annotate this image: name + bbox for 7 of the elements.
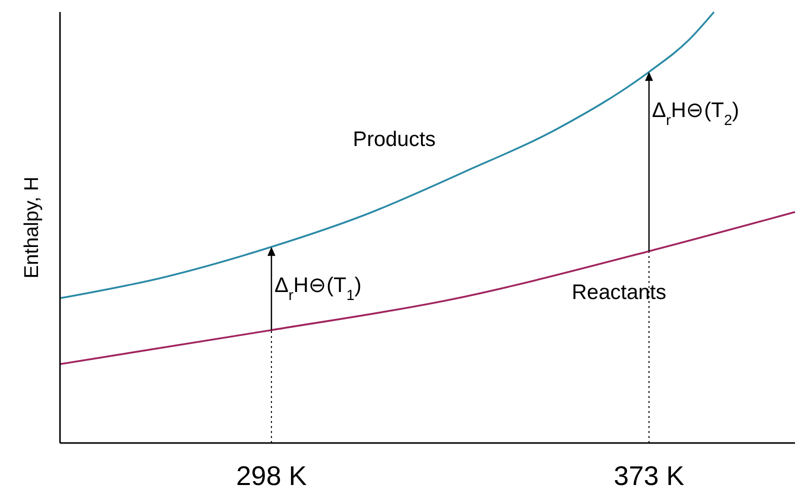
series-label: Reactants <box>572 281 666 304</box>
y-axis-title: Enthalpy, H <box>21 176 43 278</box>
annotation: Δ$_{r}$H⊖(T$_{2}$) <box>652 98 740 129</box>
x-tick-label: 298 K <box>236 461 307 491</box>
series-label: Products <box>352 128 436 151</box>
annotation: Δ$_{r}$H⊖(T$_{1}$) <box>274 274 362 304</box>
x-tick-label: 373 K <box>614 461 684 491</box>
